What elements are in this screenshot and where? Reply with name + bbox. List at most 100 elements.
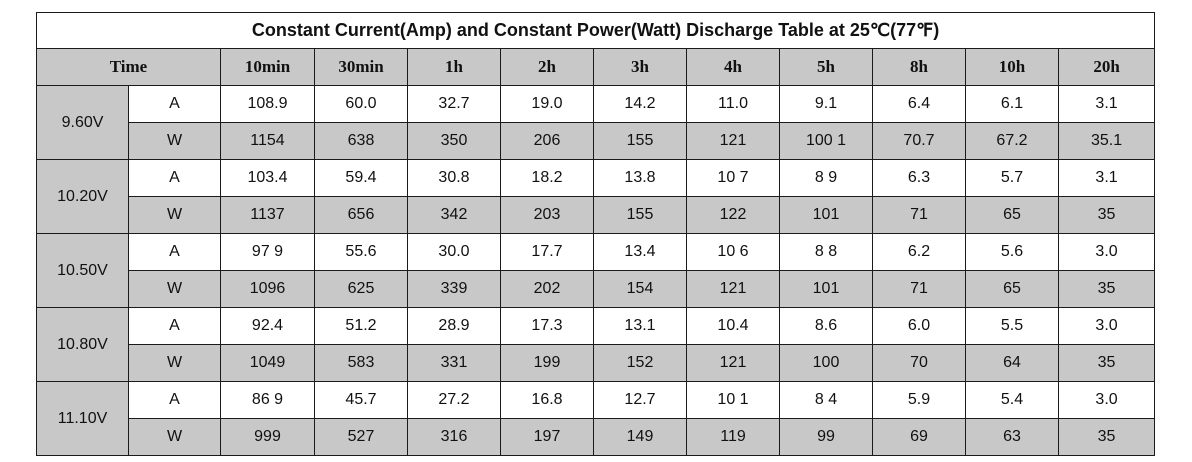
value-cell: 27.2 (407, 381, 501, 419)
value-cell: 5.7 (965, 159, 1059, 197)
value-cell: 17.3 (500, 307, 594, 345)
value-cell: 339 (407, 270, 501, 308)
value-cell: 331 (407, 344, 501, 382)
table-title: Constant Current(Amp) and Constant Power… (35, 12, 1156, 49)
value-cell: 999 (220, 418, 315, 456)
column-header-10h: 10h (965, 48, 1059, 86)
value-cell: 206 (500, 122, 594, 160)
value-cell: 625 (314, 270, 408, 308)
value-cell: 121 (686, 122, 780, 160)
unit-cell: W (128, 270, 221, 308)
value-cell: 8 4 (779, 381, 873, 419)
value-cell: 10 6 (686, 233, 780, 271)
value-cell: 8 8 (779, 233, 873, 271)
unit-cell: A (128, 159, 221, 197)
voltage-cell: 11.10V (36, 381, 129, 456)
value-cell: 45.7 (314, 381, 408, 419)
table-row: W 1049 583 331 199 152 121 100 70 64 35 (37, 344, 1156, 382)
column-header-8h: 8h (872, 48, 966, 86)
value-cell: 35.1 (1057, 122, 1156, 160)
column-header-4h: 4h (686, 48, 780, 86)
value-cell: 13.4 (593, 233, 687, 271)
value-cell: 638 (314, 122, 408, 160)
column-header-1h: 1h (407, 48, 501, 86)
value-cell: 149 (593, 418, 687, 456)
value-cell: 121 (686, 270, 780, 308)
table-body: 9.60V A 108.9 60.0 32.7 19.0 14.2 11.0 9.1 6.4 6.1… (36, 85, 1156, 456)
table-row: W 1137 656 342 203 155 122 101 71 65 35 (37, 196, 1156, 234)
value-cell: 101 (779, 270, 873, 308)
value-cell: 65 (965, 270, 1059, 308)
discharge-table: Constant Current(Amp) and Constant Power… (35, 12, 1156, 456)
value-cell: 63 (965, 418, 1059, 456)
column-header-20h: 20h (1057, 48, 1156, 86)
value-cell: 16.8 (500, 381, 594, 419)
value-cell: 99 (779, 418, 873, 456)
column-header-2h: 2h (500, 48, 594, 86)
value-cell: 6.1 (965, 85, 1059, 123)
value-cell: 35 (1057, 196, 1156, 234)
value-cell: 101 (779, 196, 873, 234)
voltage-cell: 9.60V (36, 85, 129, 160)
value-cell: 103.4 (220, 159, 315, 197)
value-cell: 55.6 (314, 233, 408, 271)
unit-cell: A (128, 85, 221, 123)
value-cell: 203 (500, 196, 594, 234)
time-header: Time (36, 48, 221, 86)
value-cell: 350 (407, 122, 501, 160)
value-cell: 202 (500, 270, 594, 308)
voltage-cell: 10.20V (36, 159, 129, 234)
value-cell: 32.7 (407, 85, 501, 123)
value-cell: 8 9 (779, 159, 873, 197)
table-row: W 999 527 316 197 149 119 99 69 63 35 (37, 418, 1156, 456)
value-cell: 60.0 (314, 85, 408, 123)
value-cell: 28.9 (407, 307, 501, 345)
value-cell: 19.0 (500, 85, 594, 123)
value-cell: 17.7 (500, 233, 594, 271)
value-cell: 9.1 (779, 85, 873, 123)
value-cell: 64 (965, 344, 1059, 382)
value-cell: 1154 (220, 122, 315, 160)
unit-cell: W (128, 344, 221, 382)
value-cell: 583 (314, 344, 408, 382)
value-cell: 1049 (220, 344, 315, 382)
value-cell: 122 (686, 196, 780, 234)
value-cell: 155 (593, 122, 687, 160)
value-cell: 67.2 (965, 122, 1059, 160)
value-cell: 92.4 (220, 307, 315, 345)
column-header-30min: 30min (314, 48, 408, 86)
unit-cell: A (128, 381, 221, 419)
value-cell: 197 (500, 418, 594, 456)
table-row: 10.80V A 92.4 51.2 28.9 17.3 13.1 10.4 8.6 6.0 5.5… (36, 307, 1156, 382)
value-cell: 18.2 (500, 159, 594, 197)
value-cell: 71 (872, 196, 966, 234)
value-cell: 100 (779, 344, 873, 382)
value-cell: 5.4 (965, 381, 1059, 419)
value-cell: 6.2 (872, 233, 966, 271)
value-cell: 121 (686, 344, 780, 382)
value-cell: 35 (1057, 270, 1156, 308)
value-cell: 656 (314, 196, 408, 234)
value-cell: 10.4 (686, 307, 780, 345)
unit-cell: W (128, 122, 221, 160)
value-cell: 199 (500, 344, 594, 382)
value-cell: 70 (872, 344, 966, 382)
value-cell: 12.7 (593, 381, 687, 419)
value-cell: 3.0 (1057, 307, 1156, 345)
value-cell: 11.0 (686, 85, 780, 123)
value-cell: 71 (872, 270, 966, 308)
unit-cell: A (128, 233, 221, 271)
value-cell: 152 (593, 344, 687, 382)
table-row: W 1096 625 339 202 154 121 101 71 65 35 (37, 270, 1156, 308)
value-cell: 69 (872, 418, 966, 456)
value-cell: 6.3 (872, 159, 966, 197)
value-cell: 51.2 (314, 307, 408, 345)
value-cell: 3.0 (1057, 233, 1156, 271)
value-cell: 316 (407, 418, 501, 456)
unit-cell: W (128, 418, 221, 456)
value-cell: 70.7 (872, 122, 966, 160)
table-row: W 1154 638 350 206 155 121 100 1 70.7 67.2 35.1 (37, 122, 1156, 160)
